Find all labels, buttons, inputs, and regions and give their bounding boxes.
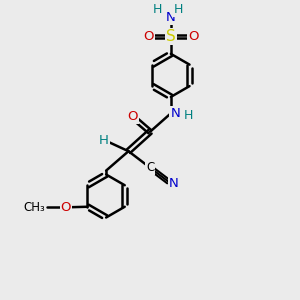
Text: N: N — [170, 107, 180, 120]
Text: O: O — [128, 110, 138, 123]
Text: H: H — [153, 3, 162, 16]
Text: O: O — [61, 201, 71, 214]
Text: N: N — [169, 177, 179, 190]
Text: H: H — [184, 109, 193, 122]
Text: CH₃: CH₃ — [23, 201, 45, 214]
Text: H: H — [174, 3, 183, 16]
Text: N: N — [166, 11, 176, 24]
Text: C: C — [146, 161, 154, 174]
Text: O: O — [188, 30, 199, 43]
Text: O: O — [143, 30, 154, 43]
Text: H: H — [99, 134, 109, 147]
Text: S: S — [166, 29, 176, 44]
